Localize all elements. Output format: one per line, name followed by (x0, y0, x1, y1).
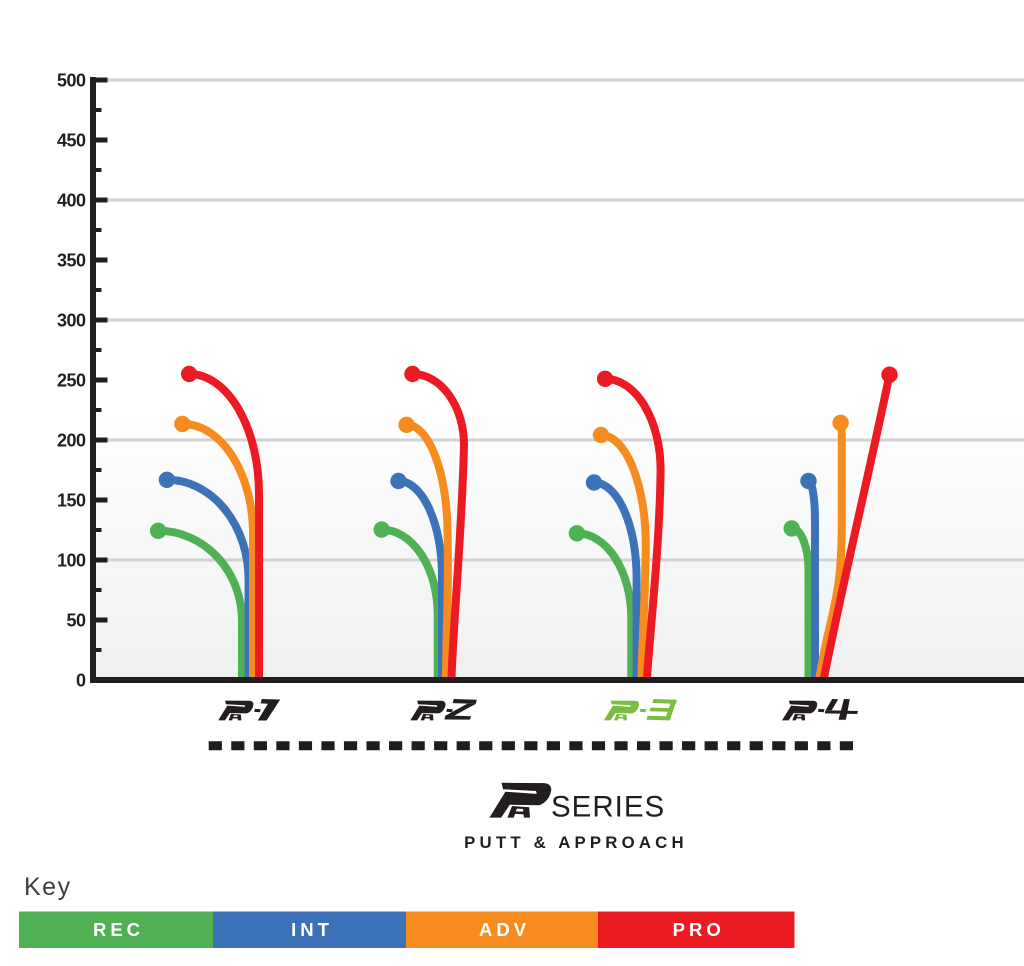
svg-text:100: 100 (57, 550, 86, 570)
svg-text:300: 300 (57, 310, 86, 330)
svg-text:SERIES: SERIES (551, 791, 665, 824)
svg-text:500: 500 (57, 70, 86, 90)
svg-text:Key: Key (24, 873, 72, 901)
svg-text:PUTT & APPROACH: PUTT & APPROACH (464, 833, 688, 852)
svg-text:400: 400 (57, 190, 86, 210)
svg-text:450: 450 (57, 130, 86, 150)
svg-text:PRO: PRO (673, 919, 725, 940)
svg-text:REC: REC (93, 919, 144, 940)
svg-text:50: 50 (66, 610, 86, 630)
svg-text:200: 200 (57, 430, 86, 450)
svg-text:350: 350 (57, 250, 86, 270)
svg-text:0: 0 (76, 670, 86, 690)
svg-text:INT: INT (291, 919, 333, 940)
svg-text:ADV: ADV (479, 919, 530, 940)
svg-text:250: 250 (57, 370, 86, 390)
svg-text:150: 150 (57, 490, 86, 510)
